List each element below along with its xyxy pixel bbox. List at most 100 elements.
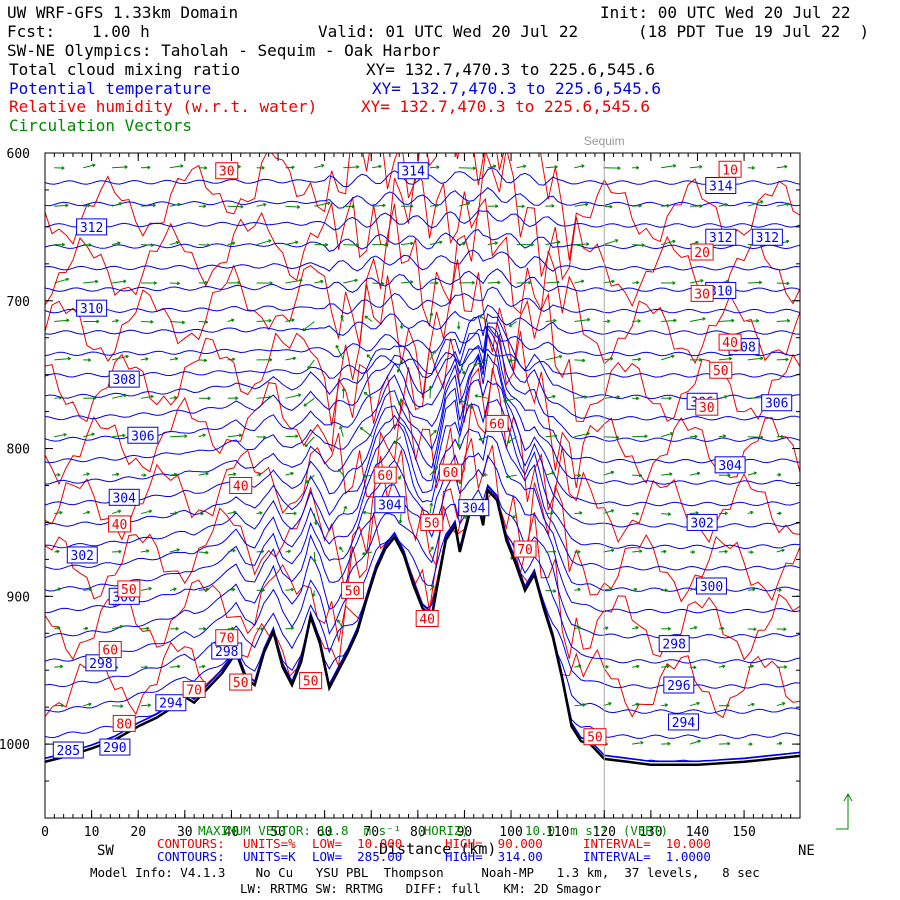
init-time: Init: 00 UTC Wed 20 Jul 22 — [600, 3, 851, 22]
vector-arrowhead — [778, 511, 782, 516]
vector-arrowhead — [381, 281, 385, 286]
circulation-vector — [661, 513, 671, 515]
vector-arrowhead — [752, 587, 756, 592]
vector-arrowhead — [493, 164, 497, 169]
vector-arrowhead — [117, 509, 122, 514]
vector-arrowhead — [635, 396, 640, 401]
theta-label: 310 — [76, 299, 108, 317]
x-tick-label: 30 — [177, 825, 193, 840]
circulation-vector — [111, 394, 127, 399]
svg-text:30: 30 — [699, 401, 715, 416]
vector-arrowhead — [584, 395, 588, 399]
vector-arrowhead — [609, 587, 613, 591]
theta-label: 304 — [458, 499, 490, 517]
vector-arrowhead — [382, 203, 386, 208]
circulation-vector — [372, 165, 382, 169]
circulation-vector — [660, 240, 676, 246]
circulation-vector — [603, 280, 615, 284]
circulation-vector — [256, 239, 272, 246]
vector-arrowhead — [115, 319, 119, 323]
rh-contour-line — [45, 153, 800, 308]
circulation-vector — [140, 244, 154, 246]
vector-arrowhead — [59, 510, 63, 515]
vector-arrowhead — [268, 395, 272, 400]
circulation-vector — [574, 243, 590, 246]
vector-arrowhead — [361, 551, 366, 556]
circulation-vector — [198, 244, 210, 246]
vector-arrowhead — [577, 625, 581, 630]
rh-high: HIGH= 90.000 — [445, 836, 543, 851]
vector-arrowhead — [785, 357, 789, 362]
circulation-vector — [632, 741, 644, 745]
vector-arrowhead — [59, 664, 64, 669]
vector-arrowhead — [378, 164, 382, 169]
rh-label: 80 — [112, 714, 136, 732]
y-tick-label: 1000 — [0, 738, 30, 753]
circulation-vector — [314, 280, 324, 284]
contour-labels: 3143143123123123103103083083063063063043… — [52, 160, 793, 759]
circulation-vector — [632, 358, 641, 361]
vector-arrowhead — [557, 240, 561, 245]
svg-text:50: 50 — [713, 364, 729, 379]
circulation-vector — [776, 203, 790, 207]
vector-arrowhead — [153, 281, 157, 285]
vector-arrowhead — [673, 318, 677, 323]
svg-text:40: 40 — [722, 336, 738, 351]
svg-text:310: 310 — [80, 302, 103, 317]
vector-arrowhead — [398, 402, 402, 406]
circulation-vector — [338, 468, 344, 476]
circulation-vector — [362, 551, 373, 555]
circulation-vector — [400, 242, 414, 246]
vector-arrowhead — [393, 440, 398, 444]
theta-contour-line — [45, 304, 800, 336]
vector-arrowhead — [262, 435, 267, 440]
circulation-vector — [112, 166, 128, 169]
circulation-vector — [660, 355, 675, 361]
theta-units: UNITS=K — [243, 849, 296, 864]
x-tick-label: 130 — [639, 825, 662, 840]
vector-arrowhead — [343, 505, 347, 510]
field-theta-name: Potential temperature — [9, 79, 212, 98]
x-axis-label: Distance (km) — [379, 840, 497, 858]
circulation-vector — [776, 320, 790, 322]
circulation-vector — [227, 242, 236, 246]
vector-arrowhead — [232, 548, 236, 553]
circulation-vector — [747, 320, 759, 322]
vector-arrowhead — [696, 701, 700, 706]
circulation-vector — [458, 359, 465, 375]
circulation-vector — [111, 625, 123, 630]
circulation-vector — [661, 205, 670, 207]
vector-arrowhead — [722, 664, 726, 669]
y-tick-label: 900 — [7, 590, 30, 605]
vector-arrowhead — [672, 239, 676, 244]
vector-arrowhead — [202, 626, 207, 631]
vector-arrowhead — [260, 549, 265, 554]
vector-arrowhead — [150, 394, 154, 399]
circulation-vector — [169, 165, 184, 169]
circulation-vector — [545, 319, 557, 322]
vector-arrowhead — [173, 587, 177, 592]
circulation-vector — [508, 359, 517, 362]
theta-contour-line — [45, 322, 800, 421]
circulation-vector — [364, 315, 373, 322]
vector-arrowhead — [637, 319, 641, 323]
circulation-vector — [343, 166, 359, 169]
vector-arrowhead — [433, 429, 437, 434]
circulation-vector — [169, 241, 180, 246]
vector-arrowhead — [363, 391, 368, 396]
section-title: SW-NE Olympics: Taholah - Sequim - Oak H… — [7, 41, 441, 60]
circulation-vector — [54, 204, 69, 207]
x-tick-label: 110 — [546, 825, 569, 840]
theta-label: 290 — [99, 738, 131, 756]
circulation-vector — [54, 357, 71, 361]
circulation-vector — [429, 312, 433, 322]
vector-arrowhead — [755, 319, 760, 323]
circulation-vector — [603, 205, 613, 208]
vector-arrowhead — [146, 626, 150, 631]
circulation-vector — [429, 350, 436, 361]
svg-text:60: 60 — [489, 417, 505, 432]
vector-arrowhead — [605, 626, 609, 630]
vector-arrowhead — [636, 511, 640, 516]
vector-arrowhead — [63, 432, 67, 437]
sequim-marker: Sequim — [584, 134, 625, 818]
